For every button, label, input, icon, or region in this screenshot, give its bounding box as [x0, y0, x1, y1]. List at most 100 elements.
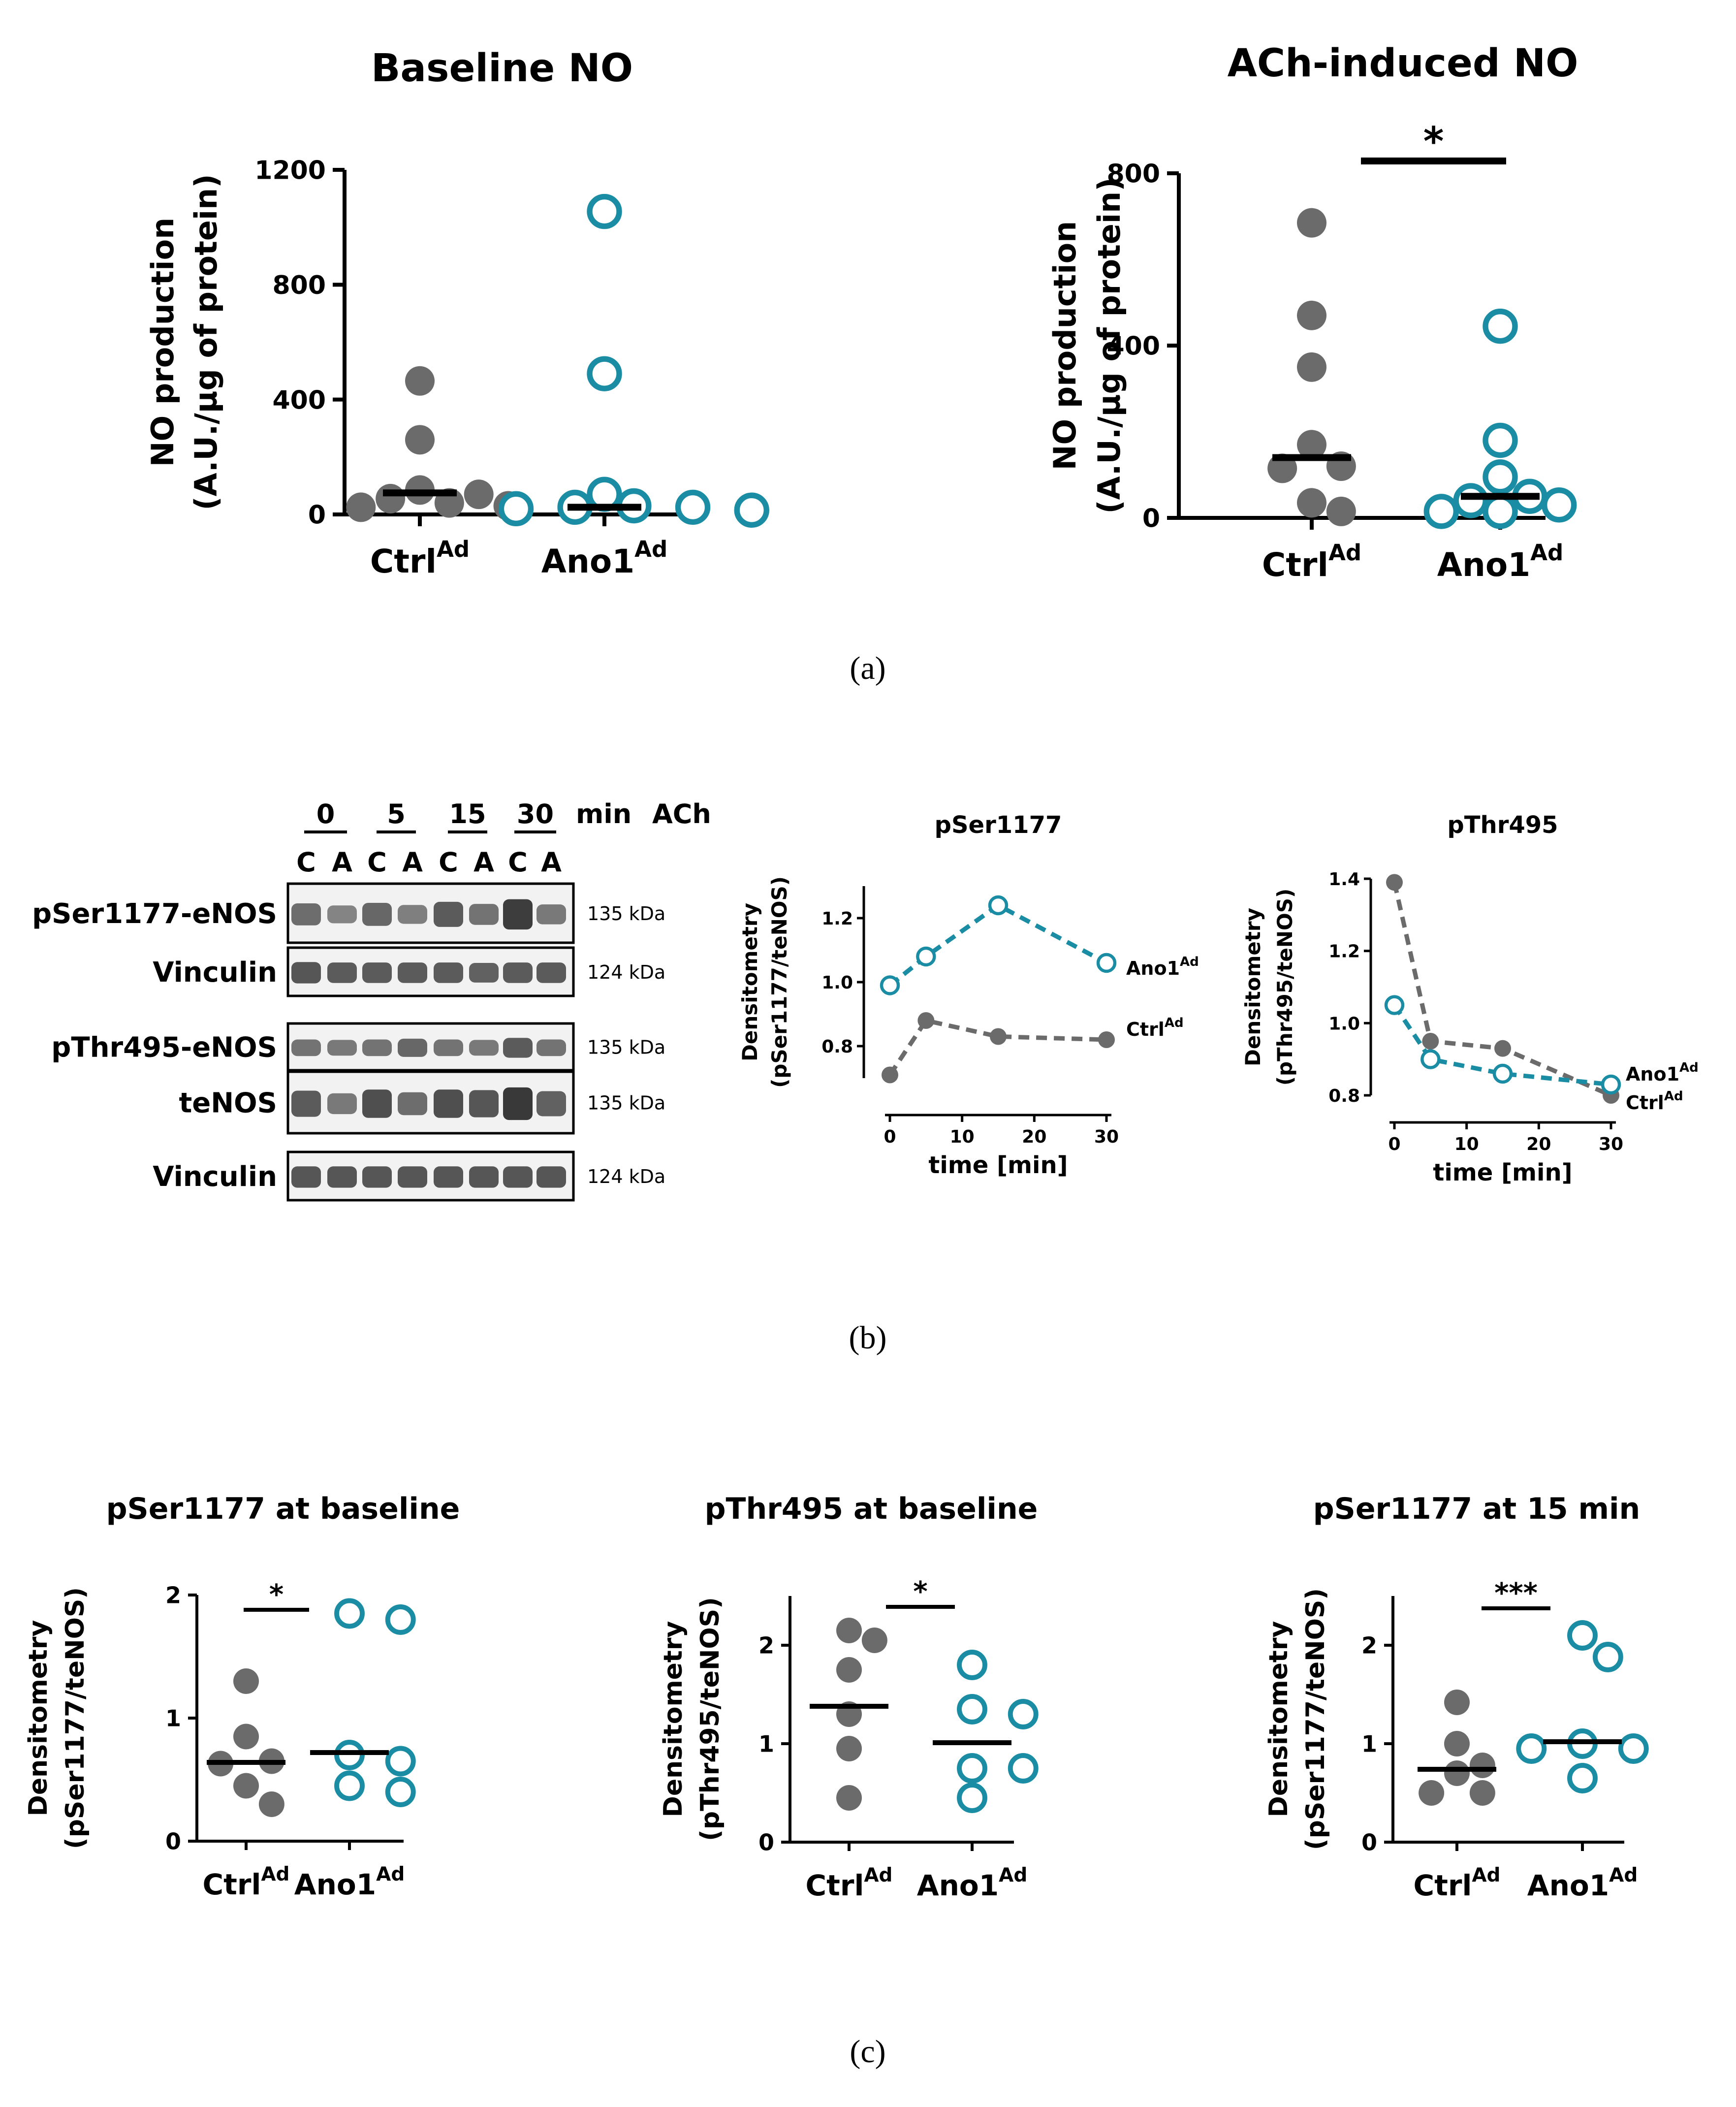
ctrl-point — [882, 1066, 898, 1084]
x-tick-label: 0 — [1388, 1134, 1400, 1154]
lane-label: A — [402, 847, 423, 878]
chart-title: Baseline NO — [371, 46, 633, 91]
y-axis-label: Densitometry — [1264, 1621, 1294, 1818]
blot-band — [327, 905, 357, 924]
ano1-point — [334, 1598, 365, 1629]
chart-ach-no: ACh-induced NO 0 400 800 NO production (A.U./… — [1047, 41, 1578, 584]
y-tick-label: 1 — [758, 1731, 774, 1757]
x-category-label: CtrlAd — [203, 1863, 290, 1901]
y-tick-label: 1 — [1361, 1731, 1377, 1757]
lane-label: C — [296, 847, 316, 878]
ctrl-point — [836, 1657, 862, 1683]
y-tick-label: 0 — [1142, 504, 1160, 534]
y-axis-label: (pThr495/teNOS) — [695, 1597, 725, 1841]
x-category-label: Ano1Ad — [541, 536, 667, 580]
time-point-label: 30 — [517, 798, 554, 830]
y-tick-label: 1.0 — [821, 973, 853, 993]
ano1-point — [734, 492, 769, 528]
ano1-point — [1483, 308, 1518, 344]
lane-label: C — [508, 847, 528, 878]
ctrl-point — [1386, 874, 1403, 891]
blot-row-label: Vinculin — [153, 1161, 277, 1193]
chart-pthr495-time: pThr495 0.8 1.0 1.2 1.4 0 10 20 30 time [min] Dens… — [1241, 811, 1699, 1186]
y-tick-label: 400 — [1106, 332, 1160, 361]
chart-pser1177-baseline: pSer1177 at baseline 0 1 2 Densitometry (pSer… — [24, 1492, 460, 1901]
ctrl-point — [1419, 1780, 1445, 1806]
ano1-point — [675, 489, 711, 525]
lane-label: C — [439, 847, 458, 878]
ctrl-point — [917, 1012, 935, 1029]
ctrl-point — [1469, 1753, 1495, 1778]
lane-label: A — [541, 847, 562, 878]
time-point-label: 15 — [449, 798, 486, 830]
x-category-label: Ano1Ad — [1437, 540, 1563, 584]
blot-band — [434, 1039, 463, 1056]
blot-band — [362, 1089, 392, 1118]
time-point-label: 0 — [316, 798, 335, 830]
y-tick-label: 1200 — [254, 156, 326, 186]
ano1-point — [1008, 1699, 1039, 1729]
ctrl-point — [233, 1668, 259, 1694]
blot-band — [434, 1089, 463, 1118]
ano1-point — [957, 1650, 987, 1680]
ctrl-series-label: CtrlAd — [1626, 1089, 1683, 1114]
blot-band — [291, 1090, 321, 1117]
molecular-weight-label: 135 kDa — [587, 1037, 665, 1058]
y-tick-label: 0 — [165, 1828, 181, 1855]
y-tick-label: 1 — [165, 1705, 181, 1732]
treatment-label: ACh — [652, 798, 711, 830]
ano1-point — [1483, 422, 1518, 458]
y-tick-label: 400 — [272, 385, 326, 415]
x-category-label: CtrlAd — [1262, 540, 1361, 584]
ano1-point — [1384, 995, 1405, 1015]
ano1-point — [1423, 494, 1459, 529]
ano1-series-label: Ano1Ad — [1626, 1060, 1699, 1085]
ano1-point — [1516, 1733, 1547, 1764]
y-tick-label: 1.2 — [1328, 942, 1360, 962]
x-category-label: Ano1Ad — [917, 1864, 1028, 1902]
significance-label: *** — [1494, 1577, 1538, 1609]
ano1-point — [498, 491, 534, 527]
chart-title: pSer1177 — [935, 811, 1062, 839]
ano1-point — [1492, 1063, 1513, 1084]
ctrl-point — [464, 479, 494, 510]
ctrl-point — [405, 425, 435, 455]
ano1-point — [385, 1746, 416, 1777]
blot-band — [398, 905, 427, 924]
x-category-label: Ano1Ad — [294, 1863, 405, 1901]
ano1-point — [1541, 487, 1577, 523]
y-axis-label: NO production — [1047, 221, 1083, 471]
x-category-label: CtrlAd — [370, 536, 470, 580]
ctrl-point — [1422, 1033, 1439, 1050]
caption-c: (c) — [850, 2034, 886, 2070]
blot-band — [503, 1087, 533, 1120]
ctrl-point — [1297, 208, 1326, 238]
blot-band — [469, 962, 499, 983]
time-point-label: 5 — [387, 798, 406, 830]
y-axis-label: Densitometry — [738, 903, 762, 1061]
y-axis-label: (A.U./µg of protein) — [1091, 177, 1127, 513]
significance-label: * — [1423, 119, 1444, 164]
ano1-point — [1008, 1753, 1039, 1784]
ctrl-point — [1444, 1760, 1470, 1786]
blot-band — [469, 1090, 499, 1117]
chart-baseline-no: Baseline NO 0 400 800 1200 NO production (A.U.… — [145, 46, 769, 580]
chart-title: pThr495 — [1447, 811, 1558, 839]
ctrl-point — [1326, 496, 1356, 526]
ano1-point — [1096, 953, 1117, 973]
blot-band — [327, 962, 357, 983]
x-axis-label: time [min] — [1433, 1159, 1572, 1186]
y-tick-label: 0 — [1361, 1829, 1377, 1856]
ano1-point — [957, 1694, 987, 1724]
ctrl-series-line — [1392, 882, 1612, 1098]
blot-row-label: Vinculin — [153, 957, 277, 989]
blot-band — [398, 962, 427, 983]
ctrl-point — [405, 366, 435, 396]
ano1-point — [385, 1604, 416, 1635]
y-axis-label: (pSer1177/teNOS) — [61, 1587, 90, 1849]
x-tick-label: 30 — [1599, 1134, 1623, 1154]
y-axis-label: (pSer1177/teNOS) — [1301, 1588, 1330, 1850]
caption-b: (b) — [849, 1320, 887, 1356]
blot-band — [537, 962, 566, 983]
y-tick-label: 0.8 — [821, 1037, 853, 1057]
